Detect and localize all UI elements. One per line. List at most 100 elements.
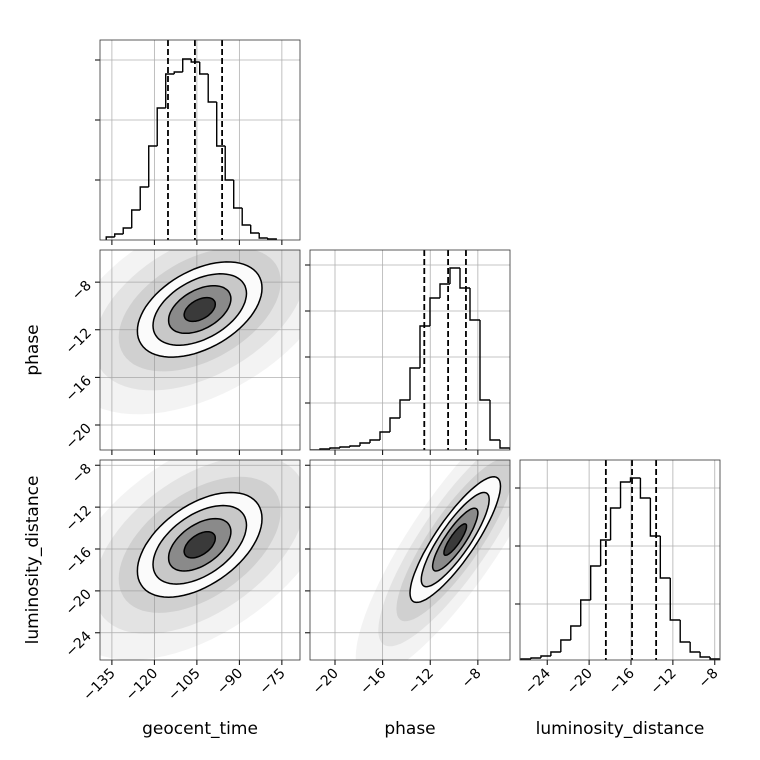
contour — [183, 296, 217, 323]
histogram-bin — [216, 102, 226, 147]
panel-frame — [309, 249, 511, 451]
x-tick-label: −20 — [564, 666, 596, 698]
contour — [443, 523, 468, 557]
histogram-bin — [699, 652, 711, 658]
histogram-bin — [639, 478, 651, 499]
histogram-bin — [207, 74, 217, 103]
histogram-bin — [570, 625, 581, 640]
x-tick-label: −135 — [80, 666, 119, 705]
contour — [183, 530, 217, 559]
x-tick-label: −8 — [696, 666, 722, 692]
histogram-bin — [679, 620, 691, 643]
x-tick-label: −20 — [310, 666, 342, 698]
histogram-bin — [580, 599, 591, 626]
y-tick-label: −16 — [63, 373, 95, 405]
histogram-bin — [609, 507, 621, 540]
x-axis-label: phase — [384, 719, 435, 739]
x-tick-label: −16 — [357, 665, 389, 697]
y-tick-label: −20 — [63, 586, 95, 618]
histogram-bin — [669, 578, 681, 621]
histogram-bin — [479, 320, 490, 401]
histogram-bin — [148, 145, 158, 187]
panel — [100, 40, 300, 240]
histogram-bin — [224, 146, 234, 181]
histogram-bin — [267, 238, 277, 240]
panel — [100, 460, 300, 660]
x-tick-label: −12 — [648, 666, 680, 698]
y-tick-label: −8 — [69, 278, 95, 304]
histogram-bin — [540, 655, 551, 658]
histogram-bin — [560, 639, 571, 652]
histogram-bin — [139, 186, 149, 210]
histogram-bin — [709, 657, 720, 660]
y-tick-label: −16 — [63, 544, 95, 576]
x-tick-label: −90 — [214, 666, 246, 698]
panel-frame — [309, 459, 511, 661]
panel — [310, 250, 510, 450]
histogram-bin — [122, 227, 132, 234]
histogram-bin — [156, 107, 166, 146]
histogram-bin — [499, 440, 510, 450]
histogram-bin — [329, 447, 340, 449]
histogram-bin — [399, 399, 410, 418]
y-tick-label: −12 — [63, 325, 95, 357]
histogram-bin — [409, 367, 420, 400]
x-tick-label: −24 — [522, 665, 554, 697]
histogram-bin — [105, 236, 115, 240]
histogram-bin — [550, 651, 561, 656]
histogram-bin — [199, 62, 209, 75]
y-tick-label: −20 — [63, 421, 95, 453]
histogram-bin — [429, 297, 440, 326]
panel-frame — [99, 39, 301, 241]
histogram-bin — [114, 233, 124, 237]
histogram-bin — [241, 208, 251, 226]
histogram-bin — [629, 477, 641, 482]
x-tick-label: −16 — [606, 665, 638, 697]
histogram-bin — [339, 446, 350, 448]
x-tick-label: −8 — [459, 666, 485, 692]
x-tick-label: −105 — [165, 666, 204, 705]
histogram-bin — [419, 325, 430, 368]
histogram-bin — [489, 400, 500, 441]
y-tick-label: −24 — [63, 628, 95, 660]
histogram-bin — [233, 180, 243, 209]
histogram-bin — [182, 58, 192, 72]
histogram-bin — [258, 233, 268, 239]
x-tick-label: −12 — [405, 666, 437, 698]
histogram-bin — [369, 439, 380, 443]
panel — [520, 460, 720, 660]
histogram-bin — [459, 268, 470, 289]
histogram-bin — [469, 288, 480, 321]
panel-frame — [99, 249, 301, 451]
histogram-bin — [379, 431, 390, 440]
panel — [100, 250, 300, 450]
panel-frame — [99, 459, 301, 661]
y-axis-label: luminosity_distance — [23, 476, 43, 645]
panel-frame — [519, 459, 721, 661]
panel — [310, 460, 510, 660]
histogram-bin — [659, 536, 671, 579]
histogram-bin — [530, 657, 541, 659]
histogram-bin — [689, 642, 701, 653]
histogram-bin — [250, 225, 260, 234]
histogram-bin — [173, 71, 183, 74]
histogram-bin — [619, 481, 631, 508]
histogram-bin — [190, 59, 200, 63]
x-axis-label: geocent_time — [142, 719, 258, 739]
y-tick-label: −8 — [69, 461, 95, 487]
x-tick-label: −75 — [256, 666, 288, 698]
histogram-bin — [389, 417, 400, 432]
y-tick-label: −12 — [63, 503, 95, 535]
histogram-bin — [439, 283, 450, 298]
histogram-bin — [131, 209, 141, 228]
x-tick-label: −120 — [123, 666, 162, 705]
histogram-bin — [599, 539, 611, 566]
x-axis-label: luminosity_distance — [536, 719, 705, 739]
y-axis-label: phase — [23, 324, 43, 375]
histogram-bin — [165, 73, 175, 108]
histogram-bin — [359, 442, 370, 446]
histogram-bin — [349, 445, 360, 447]
histogram-bin — [589, 565, 601, 600]
histogram-bin — [449, 267, 460, 284]
